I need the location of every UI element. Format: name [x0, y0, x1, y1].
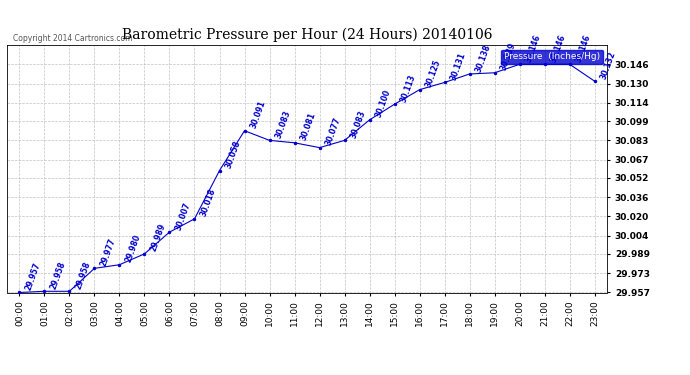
Text: 30.083: 30.083 [348, 109, 367, 140]
Text: 29.989: 29.989 [148, 222, 167, 253]
Text: Copyright 2014 Cartronics.com: Copyright 2014 Cartronics.com [13, 33, 132, 42]
Text: 30.077: 30.077 [324, 116, 342, 147]
Text: 30.100: 30.100 [374, 88, 392, 119]
Text: 29.958: 29.958 [48, 260, 67, 291]
Text: 29.958: 29.958 [74, 260, 92, 291]
Text: 30.139: 30.139 [499, 42, 518, 72]
Legend: Pressure  (Inches/Hg): Pressure (Inches/Hg) [501, 50, 602, 64]
Title: Barometric Pressure per Hour (24 Hours) 20140106: Barometric Pressure per Hour (24 Hours) … [122, 28, 492, 42]
Text: 29.957: 29.957 [23, 261, 42, 292]
Text: 30.081: 30.081 [299, 111, 317, 142]
Text: 30.113: 30.113 [399, 73, 417, 104]
Text: 30.146: 30.146 [549, 33, 567, 63]
Text: 30.083: 30.083 [274, 109, 292, 140]
Text: 30.138: 30.138 [474, 43, 492, 73]
Text: 30.091: 30.091 [248, 99, 267, 130]
Text: 29.980: 29.980 [124, 233, 142, 264]
Text: 30.018: 30.018 [199, 188, 217, 218]
Text: 30.058: 30.058 [224, 140, 242, 170]
Text: 30.132: 30.132 [599, 50, 618, 81]
Text: 30.007: 30.007 [174, 201, 192, 231]
Text: 30.125: 30.125 [424, 58, 442, 89]
Text: 30.146: 30.146 [524, 33, 542, 63]
Text: 30.131: 30.131 [448, 51, 467, 82]
Text: 29.977: 29.977 [99, 237, 117, 268]
Text: 30.146: 30.146 [574, 33, 592, 63]
